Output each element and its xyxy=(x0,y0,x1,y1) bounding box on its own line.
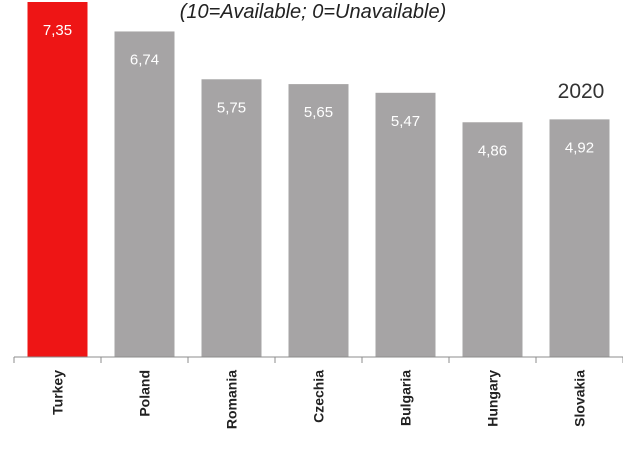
chart-subtitle: (10=Available; 0=Unavailable) xyxy=(180,1,446,23)
bar-hungary xyxy=(462,122,523,357)
category-label-hungary: Hungary xyxy=(485,370,501,427)
category-label-czechia: Czechia xyxy=(311,370,327,423)
category-label-slovakia: Slovakia xyxy=(572,370,588,427)
bars-group: 7,35 6,74 5,75 5,65 5,47 4,86 4,92 xyxy=(27,2,610,358)
bar-bulgaria xyxy=(375,92,436,357)
x-axis-ticks xyxy=(13,357,623,363)
value-label-romania: 5,75 xyxy=(217,99,246,116)
bar-poland xyxy=(114,31,175,357)
value-label-hungary: 4,86 xyxy=(478,142,507,159)
value-label-bulgaria: 5,47 xyxy=(391,113,420,130)
value-label-slovakia: 4,92 xyxy=(565,139,594,156)
year-annotation: 2020 xyxy=(558,80,605,103)
value-label-czechia: 5,65 xyxy=(304,104,333,121)
category-label-poland: Poland xyxy=(137,370,153,417)
bar-slovakia xyxy=(549,119,610,358)
category-label-romania: Romania xyxy=(224,370,240,429)
category-label-turkey: Turkey xyxy=(50,370,66,415)
bar-romania xyxy=(201,79,262,358)
category-labels: Turkey Poland Romania Czechia Bulgaria Hungar… xyxy=(50,370,588,429)
value-label-turkey: 7,35 xyxy=(43,22,72,39)
category-label-bulgaria: Bulgaria xyxy=(398,370,414,426)
value-label-poland: 6,74 xyxy=(130,51,159,68)
bar-turkey xyxy=(27,2,88,357)
bar-czechia xyxy=(288,84,349,358)
